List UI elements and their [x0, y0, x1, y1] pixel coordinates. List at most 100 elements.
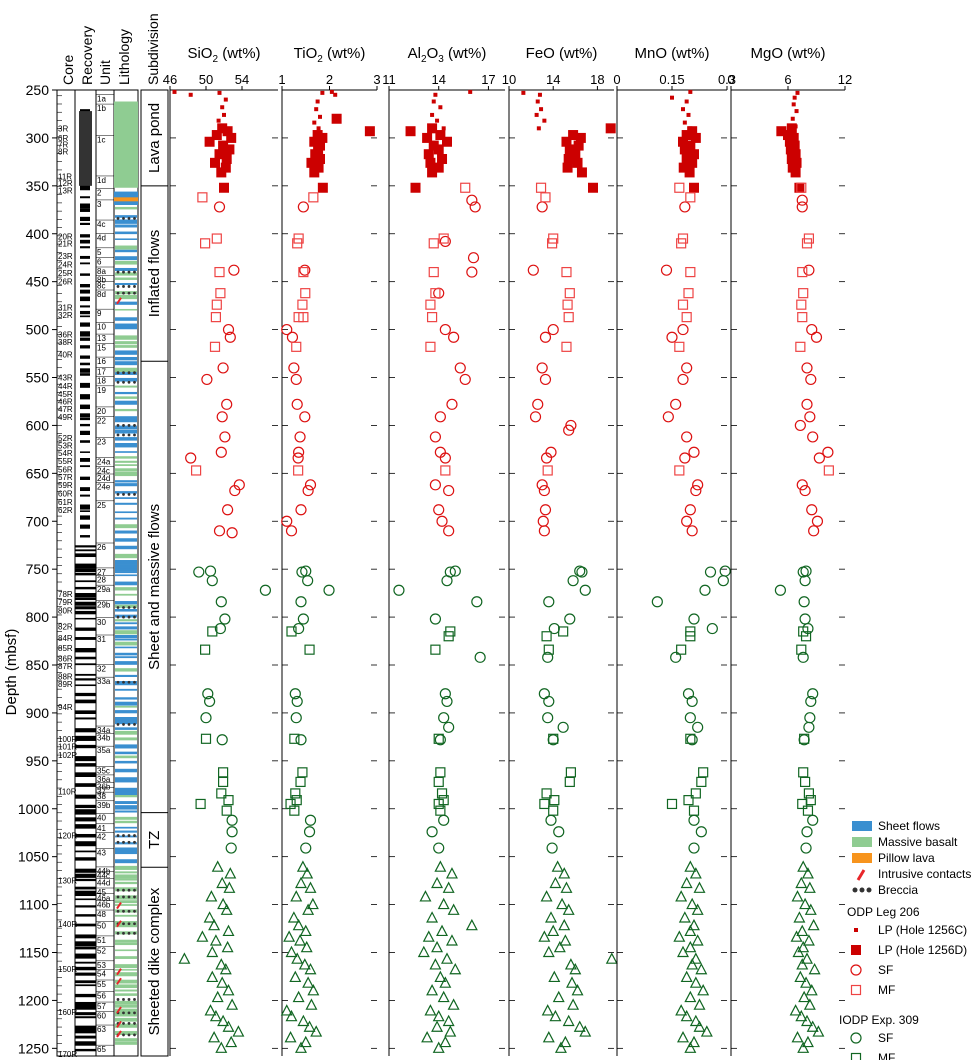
data-point-bd [564, 958, 577, 970]
intrusive-contact [116, 920, 122, 928]
data-point-bd [790, 930, 803, 942]
data-point-sf [670, 398, 682, 410]
lithology-band [115, 1008, 137, 1014]
unit-label: 46a [97, 894, 111, 903]
data-point-sf [304, 814, 317, 826]
data-point-bd [424, 1004, 437, 1016]
unit-label: 18 [97, 376, 106, 385]
data-point-mf [798, 288, 809, 299]
data-point-bd [289, 970, 302, 983]
recovery-bar [75, 984, 96, 987]
depth-tick-label: 1200 [18, 992, 49, 1008]
unit-label: 51 [97, 936, 106, 945]
breccia-dot [122, 433, 125, 437]
recovery-bar [80, 382, 90, 388]
data-point-mf [561, 341, 572, 352]
data-point-sf [670, 651, 682, 663]
data-point-sf [295, 504, 307, 516]
data-point-sf [807, 431, 819, 443]
x-tick-label: 0.15 [659, 72, 684, 87]
lithology-band [115, 720, 137, 725]
data-point-lp-1256d [568, 130, 579, 141]
lithology-band [115, 1038, 137, 1042]
recovery-bar [80, 262, 90, 265]
unit-label: 20 [97, 407, 106, 416]
panel-title-part: SiO [187, 45, 212, 62]
recovery-bar [75, 756, 96, 762]
breccia-dot [127, 270, 131, 274]
lithology-band [115, 568, 137, 572]
lithology-band [115, 272, 137, 276]
lithology-band [115, 238, 137, 240]
core-label: 60R [58, 489, 73, 498]
lithology-band [115, 294, 137, 300]
core-label: 62R [58, 506, 73, 515]
data-point-sf [226, 527, 238, 539]
data-point-mf [797, 312, 808, 323]
data-point-sf [215, 446, 227, 458]
data-point-lp-1256c [216, 118, 221, 123]
lithology-band [115, 291, 137, 295]
lithology-band [115, 442, 137, 448]
breccia-dot [122, 291, 125, 295]
data-point-mf [297, 767, 308, 778]
core-label: 53R [58, 442, 73, 451]
breccia-dot [122, 834, 125, 837]
data-point-bd [225, 1035, 238, 1048]
data-point-bd [548, 970, 561, 983]
breccia-dot [116, 998, 120, 1001]
data-point-bd [437, 990, 450, 1003]
data-point-sf [539, 331, 552, 343]
data-point-lp-1256d [423, 149, 434, 160]
breccia-dot [116, 424, 120, 427]
data-point-sf [288, 362, 300, 374]
data-point-bd [449, 962, 462, 975]
data-point-mf [823, 465, 834, 476]
data-point-bd [789, 1004, 802, 1016]
core-label: 82R [58, 623, 73, 632]
lithology-band [115, 219, 137, 224]
data-point-sf [797, 651, 809, 663]
depth-tick-label: 400 [26, 226, 50, 242]
breccia-dot [133, 723, 136, 726]
data-point-sf [719, 565, 731, 577]
recovery-bar [80, 203, 90, 209]
recovery-bar [75, 1012, 96, 1016]
data-point-lp-1256d [687, 126, 698, 137]
recovery-bar [80, 510, 90, 512]
recovery-bar [80, 440, 90, 443]
data-point-sf [799, 484, 811, 497]
core-label: 13R [58, 187, 73, 196]
data-point-sf [443, 525, 455, 537]
data-point-bd [284, 1031, 297, 1043]
unit-column-header: Unit [97, 60, 113, 85]
data-point-sf [538, 525, 550, 537]
data-point-sf [542, 651, 554, 663]
recovery-bar [75, 563, 96, 569]
data-point-bd [434, 970, 447, 983]
data-point-mf [677, 299, 689, 310]
legend-marker-square [850, 1052, 862, 1060]
data-point-bd [800, 976, 813, 988]
data-point-mf [435, 767, 446, 778]
depth-tick-label: 1250 [18, 1040, 49, 1056]
lithology-band [115, 571, 137, 574]
data-point-lp-1256d [442, 136, 452, 147]
lithology-band [115, 497, 137, 499]
panel-4: 0 0.15 0.3 MnO (wt%) [613, 45, 736, 1056]
lithology-massive [114, 101, 138, 188]
data-point-bd [287, 911, 300, 923]
recovery-bar [75, 1048, 96, 1052]
unit-label: 50 [97, 922, 106, 931]
lithology-band [115, 350, 137, 355]
lithology-band [115, 437, 137, 441]
breccia-dot [122, 285, 125, 288]
unit-label: 46b [97, 900, 111, 909]
data-point-sf [299, 264, 311, 276]
data-point-mf [800, 631, 812, 642]
data-point-sf [563, 424, 575, 436]
lithology-band [115, 795, 137, 798]
data-point-mf [796, 299, 807, 310]
data-point-bd [689, 1014, 702, 1027]
lithology-band [115, 878, 137, 881]
